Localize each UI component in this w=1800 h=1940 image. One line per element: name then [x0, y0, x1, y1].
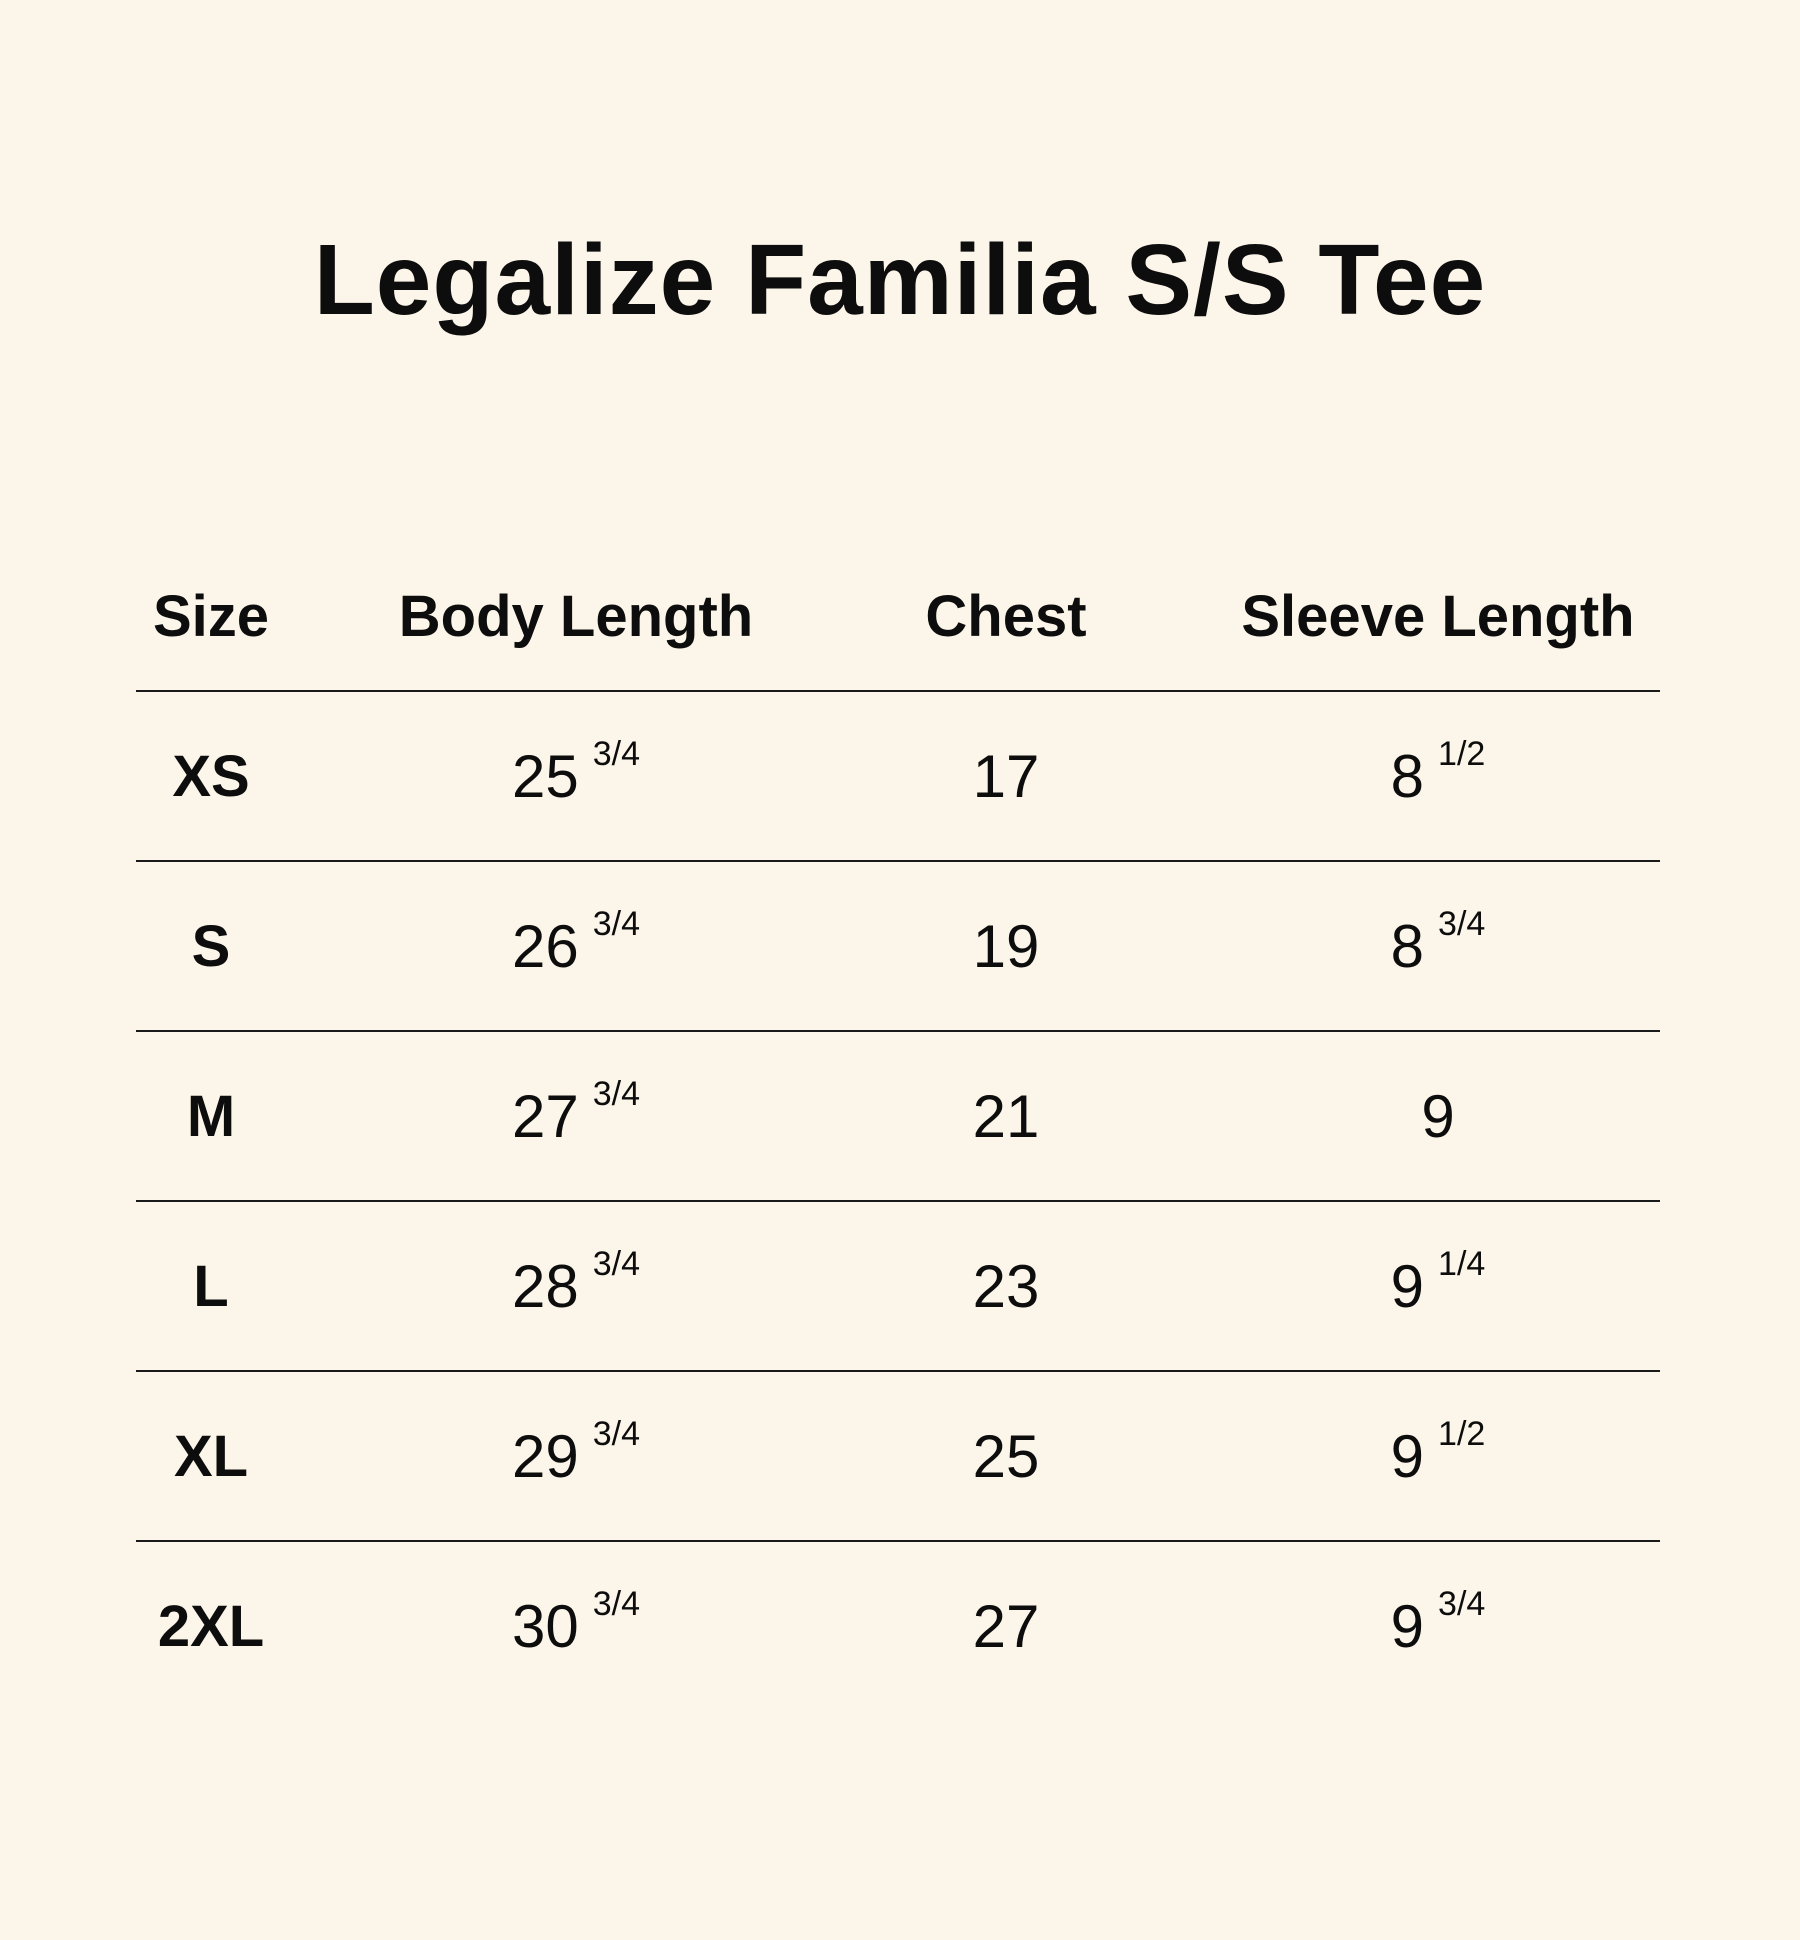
chest-cell: 19: [836, 862, 1176, 1030]
sleeve-length-cell: 9 1/4: [1216, 1202, 1660, 1370]
table-row: S 26 3/4 19 8 3/4: [136, 862, 1660, 1032]
table-row: 2XL 30 3/4 27 9 3/4: [136, 1542, 1660, 1710]
body-length-value: 26: [511, 912, 579, 980]
size-cell: L: [193, 1253, 229, 1319]
body-length-fraction: 3/4: [592, 1584, 640, 1623]
sleeve-length-value: 8: [1390, 742, 1425, 810]
sleeve-length-value: 8: [1390, 912, 1425, 980]
body-length-value: 27: [511, 1082, 579, 1150]
table-row: L 28 3/4 23 9 1/4: [136, 1202, 1660, 1372]
sleeve-length-fraction: 1/2: [1438, 734, 1486, 773]
size-cell: M: [186, 1083, 236, 1149]
size-cell: S: [191, 913, 231, 979]
size-chart-table: Size Body Length Chest Sleeve Length XS …: [136, 560, 1660, 1710]
chest-cell: 17: [836, 692, 1176, 860]
body-length-value: 25: [511, 742, 579, 810]
chest-cell: 23: [836, 1202, 1176, 1370]
size-cell: XS: [172, 743, 250, 809]
chest-value: 17: [972, 742, 1040, 810]
chest-value: 27: [972, 1592, 1040, 1660]
body-length-fraction: 3/4: [592, 1074, 640, 1113]
chest-value: 21: [972, 1082, 1040, 1150]
body-length-cell: 29 3/4: [366, 1372, 786, 1540]
body-length-value: 29: [511, 1422, 579, 1490]
sleeve-length-cell: 8 1/2: [1216, 692, 1660, 860]
header-size: Size: [152, 583, 270, 649]
sleeve-length-fraction: 1/2: [1438, 1414, 1486, 1453]
body-length-fraction: 3/4: [592, 734, 640, 773]
sleeve-length-fraction: 1/4: [1438, 1244, 1486, 1283]
sleeve-length-cell: 9 3/4: [1216, 1542, 1660, 1710]
sleeve-length-cell: 9: [1216, 1032, 1660, 1200]
header-sleeve-length: Sleeve Length: [1241, 583, 1635, 649]
page-title: Legalize Familia S/S Tee: [313, 224, 1487, 336]
body-length-cell: 28 3/4: [366, 1202, 786, 1370]
body-length-cell: 25 3/4: [366, 692, 786, 860]
sleeve-length-cell: 8 3/4: [1216, 862, 1660, 1030]
sleeve-length-value: 9: [1390, 1422, 1425, 1490]
table-header-row: Size Body Length Chest Sleeve Length: [136, 560, 1660, 692]
body-length-cell: 30 3/4: [366, 1542, 786, 1710]
body-length-cell: 26 3/4: [366, 862, 786, 1030]
body-length-fraction: 3/4: [592, 904, 640, 943]
body-length-value: 28: [511, 1252, 579, 1320]
chest-value: 23: [972, 1252, 1040, 1320]
body-length-value: 30: [511, 1592, 579, 1660]
body-length-fraction: 3/4: [592, 1244, 640, 1283]
table-row: XS 25 3/4 17 8 1/2: [136, 692, 1660, 862]
body-length-cell: 27 3/4: [366, 1032, 786, 1200]
sleeve-length-value: 9: [1390, 1592, 1425, 1660]
sleeve-length-value: 9: [1421, 1082, 1455, 1150]
chest-cell: 21: [836, 1032, 1176, 1200]
table-row: XL 29 3/4 25 9 1/2: [136, 1372, 1660, 1542]
body-length-fraction: 3/4: [592, 1414, 640, 1453]
size-cell: XL: [173, 1423, 249, 1489]
chest-cell: 27: [836, 1542, 1176, 1710]
sleeve-length-fraction: 3/4: [1438, 904, 1486, 943]
sleeve-length-fraction: 3/4: [1438, 1584, 1486, 1623]
chest-cell: 25: [836, 1372, 1176, 1540]
chest-value: 25: [972, 1422, 1040, 1490]
table-row: M 27 3/4 21 9: [136, 1032, 1660, 1202]
size-cell: 2XL: [157, 1593, 265, 1659]
sleeve-length-cell: 9 1/2: [1216, 1372, 1660, 1540]
header-chest: Chest: [925, 583, 1087, 649]
sleeve-length-value: 9: [1390, 1252, 1425, 1320]
header-body-length: Body Length: [398, 583, 754, 649]
chest-value: 19: [972, 912, 1040, 980]
